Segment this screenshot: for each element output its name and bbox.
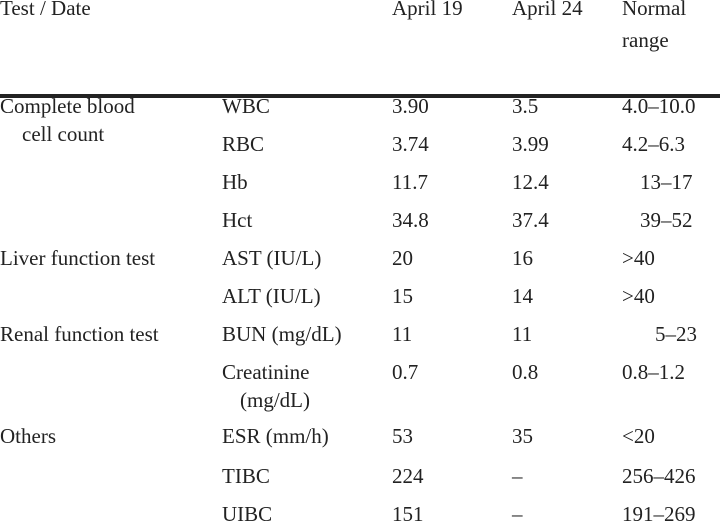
group-label: Liver function test xyxy=(0,246,156,270)
header-rule xyxy=(0,94,720,98)
april-24-value: 12.4 xyxy=(512,170,549,194)
header-normal-range: Normal xyxy=(622,0,687,20)
header-april-19: April 19 xyxy=(392,0,463,20)
test-name: ESR (mm/h) xyxy=(222,424,329,448)
group-label: Renal function test xyxy=(0,322,159,346)
normal-range-value: <20 xyxy=(622,424,655,448)
april-24-value: 14 xyxy=(512,284,533,308)
april-19-value: 11 xyxy=(392,322,413,346)
april-19-value: 15 xyxy=(392,284,413,308)
group-label: Complete blood xyxy=(0,94,135,118)
normal-range-value: 5–23 xyxy=(655,322,697,346)
april-24-value: 11 xyxy=(512,322,533,346)
april-24-value: 37.4 xyxy=(512,208,549,232)
april-24-value: 3.99 xyxy=(512,132,549,156)
group-label: cell count xyxy=(22,122,105,146)
normal-range-value: 4.0–10.0 xyxy=(622,94,696,118)
test-name: ALT (IU/L) xyxy=(222,284,321,308)
normal-range-value: 4.2–6.3 xyxy=(622,132,685,156)
test-name: AST (IU/L) xyxy=(222,246,322,270)
test-name: RBC xyxy=(222,132,265,156)
april-19-value: 0.7 xyxy=(392,360,419,384)
test-name: Hb xyxy=(222,170,248,194)
normal-range-value: >40 xyxy=(622,284,655,308)
header-normal-range-line2: range xyxy=(622,28,669,52)
april-24-value: 16 xyxy=(512,246,533,270)
normal-range-value: >40 xyxy=(622,246,655,270)
test-name: Creatinine xyxy=(222,360,310,384)
april-19-value: 11.7 xyxy=(392,170,428,194)
normal-range-value: 191–269 xyxy=(622,502,696,526)
test-name: UIBC xyxy=(222,502,273,526)
normal-range-value: 256–426 xyxy=(622,464,696,488)
april-19-value: 3.74 xyxy=(392,132,429,156)
normal-range-value: 0.8–1.2 xyxy=(622,360,685,384)
test-name: BUN (mg/dL) xyxy=(222,322,342,346)
april-19-value: 224 xyxy=(392,464,424,488)
april-19-value: 151 xyxy=(392,502,424,526)
normal-range-value: 13–17 xyxy=(640,170,693,194)
header-april-24: April 24 xyxy=(512,0,583,20)
april-24-value: 0.8 xyxy=(512,360,539,384)
april-24-value: – xyxy=(512,464,523,488)
test-name: Hct xyxy=(222,208,253,232)
normal-range-value: 39–52 xyxy=(640,208,693,232)
april-24-value: – xyxy=(512,502,523,526)
april-19-value: 20 xyxy=(392,246,413,270)
april-19-value: 34.8 xyxy=(392,208,429,232)
test-name-line2: (mg/dL) xyxy=(240,388,310,412)
april-24-value: 35 xyxy=(512,424,533,448)
april-19-value: 53 xyxy=(392,424,413,448)
test-name: WBC xyxy=(222,94,270,118)
test-name: TIBC xyxy=(222,464,270,488)
group-label: Others xyxy=(0,424,56,448)
april-19-value: 3.90 xyxy=(392,94,429,118)
april-24-value: 3.5 xyxy=(512,94,539,118)
header-test-date: Test / Date xyxy=(0,0,91,20)
